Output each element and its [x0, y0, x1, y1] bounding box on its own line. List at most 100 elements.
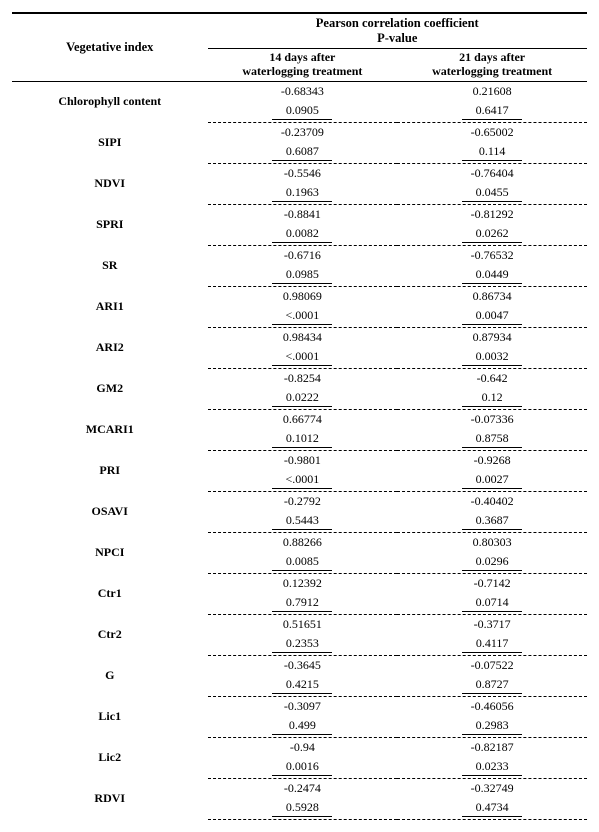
- corr-14: -0.5546: [208, 163, 398, 183]
- pval-14-cell: 0.0085: [208, 552, 398, 574]
- vegetative-index-name: SPRI: [12, 204, 208, 245]
- pval-21-cell: 0.0047: [397, 306, 587, 328]
- corr-21: -0.65002: [397, 122, 587, 142]
- corr-14: 0.88266: [208, 532, 398, 552]
- pval-21: 0.0296: [462, 554, 522, 571]
- pval-14: 0.4215: [272, 677, 332, 694]
- pval-14-cell: <.0001: [208, 347, 398, 369]
- pval-21-cell: 0.4117: [397, 634, 587, 656]
- col-header-pearson-line1: Pearson correlation coefficient: [316, 16, 479, 30]
- vegetative-index-name: G: [12, 655, 208, 696]
- pval-21: 0.3687: [462, 513, 522, 530]
- pval-14-cell: 0.0905: [208, 101, 398, 123]
- pval-14-cell: 0.5443: [208, 511, 398, 533]
- vegetative-index-name: RDVI: [12, 778, 208, 819]
- pval-14: 0.2353: [272, 636, 332, 653]
- vegetative-index-name: Lic2: [12, 737, 208, 778]
- corr-21: -0.76404: [397, 163, 587, 183]
- col-header-14days: 14 days after waterlogging treatment: [208, 49, 398, 82]
- vegetative-index-name: Ctr2: [12, 614, 208, 655]
- corr-14: 0.98069: [208, 286, 398, 306]
- vegetative-index-name: SR: [12, 245, 208, 286]
- pval-21: 0.8727: [462, 677, 522, 694]
- pval-14-cell: 0.499: [208, 716, 398, 738]
- corr-14: -0.2792: [208, 491, 398, 511]
- pval-21: 0.0714: [462, 595, 522, 612]
- corr-21: -0.7142: [397, 573, 587, 593]
- vegetative-index-name: Chlorophyll content: [12, 81, 208, 122]
- pval-14: 0.0016: [272, 759, 332, 776]
- pval-21-cell: 0.0714: [397, 593, 587, 615]
- corr-21: -0.32749: [397, 778, 587, 798]
- pval-21-cell: 0.3687: [397, 511, 587, 533]
- pval-21-cell: 0.0032: [397, 347, 587, 369]
- pval-14: <.0001: [272, 472, 332, 489]
- corr-14: -0.23709: [208, 122, 398, 142]
- pval-21-cell: 0.12: [397, 388, 587, 410]
- pval-14: 0.0222: [272, 390, 332, 407]
- corr-21: -0.9268: [397, 450, 587, 470]
- pval-21-cell: 0.114: [397, 142, 587, 164]
- pval-14: 0.1963: [272, 185, 332, 202]
- pval-21: 0.12: [462, 390, 522, 407]
- pval-14: 0.7912: [272, 595, 332, 612]
- pval-21-cell: 0.0233: [397, 757, 587, 779]
- pval-21: 0.2983: [462, 718, 522, 735]
- corr-21: 0.87934: [397, 327, 587, 347]
- corr-14: -0.8841: [208, 204, 398, 224]
- table-body: Chlorophyll content-0.683430.21608 0.0905…: [12, 81, 587, 819]
- pval-21: 0.0027: [462, 472, 522, 489]
- corr-21: -0.46056: [397, 696, 587, 716]
- pval-21-cell: 0.0296: [397, 552, 587, 574]
- corr-21: -0.07336: [397, 409, 587, 429]
- pval-14-cell: 0.1963: [208, 183, 398, 205]
- vegetative-index-name: GM2: [12, 368, 208, 409]
- corr-14: -0.3645: [208, 655, 398, 675]
- pval-21: 0.0449: [462, 267, 522, 284]
- pval-21: 0.0032: [462, 349, 522, 366]
- pval-14-cell: <.0001: [208, 470, 398, 492]
- corr-14: 0.51651: [208, 614, 398, 634]
- vegetative-index-name: ARI1: [12, 286, 208, 327]
- pval-14: 0.0985: [272, 267, 332, 284]
- corr-14: -0.9801: [208, 450, 398, 470]
- corr-14: -0.8254: [208, 368, 398, 388]
- pval-14-cell: 0.0222: [208, 388, 398, 410]
- corr-14: 0.12392: [208, 573, 398, 593]
- pval-21: 0.6417: [462, 103, 522, 120]
- pval-14-cell: 0.0985: [208, 265, 398, 287]
- corr-21: -0.40402: [397, 491, 587, 511]
- pval-14: 0.5443: [272, 513, 332, 530]
- corr-21: -0.81292: [397, 204, 587, 224]
- pval-14: 0.0905: [272, 103, 332, 120]
- pval-14-cell: 0.0016: [208, 757, 398, 779]
- corr-21: 0.21608: [397, 81, 587, 101]
- pval-14-cell: 0.2353: [208, 634, 398, 656]
- pval-14-cell: 0.4215: [208, 675, 398, 697]
- vegetative-index-name: OSAVI: [12, 491, 208, 532]
- corr-21: 0.80303: [397, 532, 587, 552]
- vegetative-index-name: NDVI: [12, 163, 208, 204]
- pval-21-cell: 0.0027: [397, 470, 587, 492]
- corr-21: -0.3717: [397, 614, 587, 634]
- pval-14: 0.1012: [272, 431, 332, 448]
- corr-14: -0.68343: [208, 81, 398, 101]
- pval-14: 0.0085: [272, 554, 332, 571]
- pval-21: 0.4117: [462, 636, 522, 653]
- corr-14: 0.98434: [208, 327, 398, 347]
- corr-21: -0.07522: [397, 655, 587, 675]
- col-header-pearson: Pearson correlation coefficient P-value: [208, 13, 588, 49]
- pval-21: 0.0047: [462, 308, 522, 325]
- pval-14: <.0001: [272, 349, 332, 366]
- corr-21: -0.642: [397, 368, 587, 388]
- corr-14: 0.66774: [208, 409, 398, 429]
- pval-14-cell: 0.7912: [208, 593, 398, 615]
- col-header-21days: 21 days after waterlogging treatment: [397, 49, 587, 82]
- corr-14: -0.6716: [208, 245, 398, 265]
- corr-21: 0.86734: [397, 286, 587, 306]
- pval-21-cell: 0.8727: [397, 675, 587, 697]
- pval-21-cell: 0.8758: [397, 429, 587, 451]
- pval-21: 0.0262: [462, 226, 522, 243]
- col-header-21days-l1: 21 days after: [459, 50, 525, 64]
- pval-14: 0.0082: [272, 226, 332, 243]
